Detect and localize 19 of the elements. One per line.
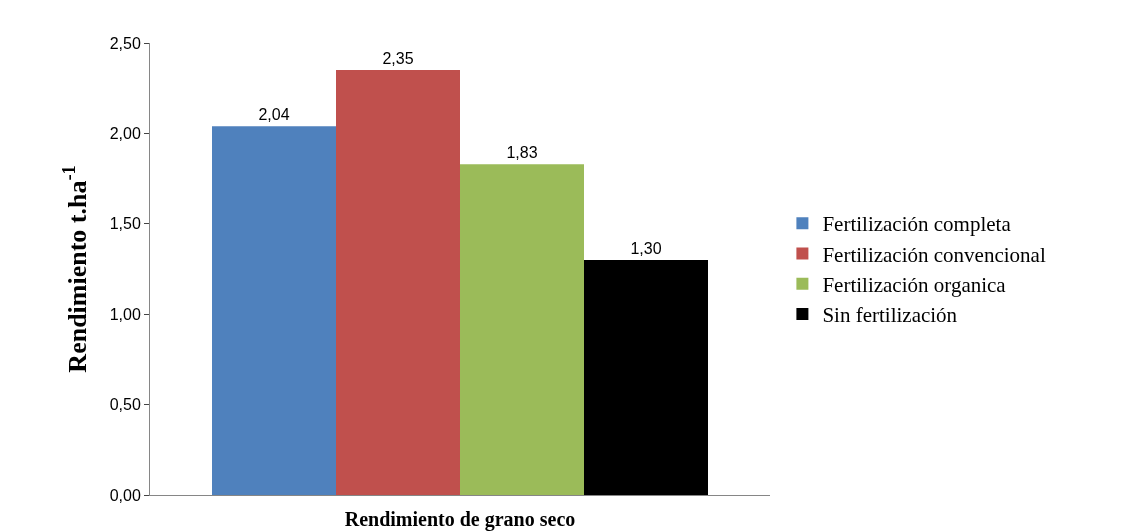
y-tick-label: 1,50 (109, 215, 141, 233)
y-tick-label: 2,50 (109, 34, 141, 52)
data-label: 2,04 (258, 106, 290, 124)
bar (460, 164, 584, 495)
y-tick-label: 1,00 (109, 305, 141, 323)
legend-label: Fertilización convencional (822, 242, 1046, 267)
bar (336, 70, 460, 495)
legend-label: Sin fertilización (822, 303, 958, 328)
y-tick-label: 0,50 (109, 396, 141, 414)
bar (584, 259, 708, 495)
legend-label: Fertilización completa (822, 212, 1012, 237)
data-label: 2,35 (382, 50, 414, 68)
x-axis-title: Rendimiento de grano seco (344, 507, 576, 531)
data-label: 1,30 (630, 239, 662, 257)
bar (212, 126, 336, 495)
y-tick-label: 2,00 (109, 125, 141, 142)
y-tick-label: 0,00 (109, 486, 141, 504)
legend-label: Fertilización organica (822, 272, 1007, 297)
data-label: 1,83 (506, 144, 538, 162)
